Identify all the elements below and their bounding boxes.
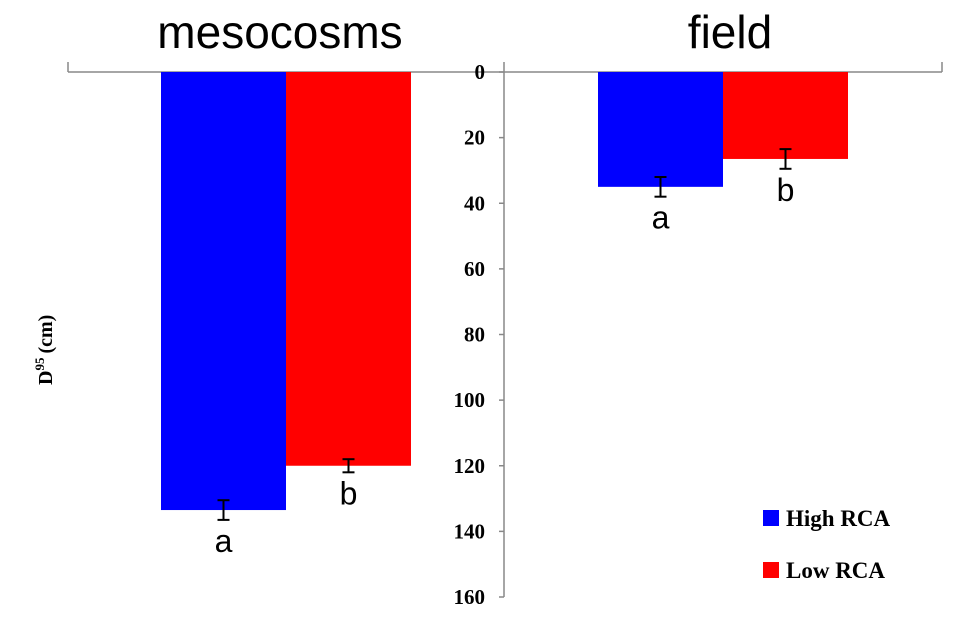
bar-high-rca xyxy=(598,72,723,187)
y-tick-label: 40 xyxy=(464,191,485,215)
y-tick-label: 20 xyxy=(464,126,485,150)
y-tick-label: 160 xyxy=(454,585,486,609)
significance-letter: a xyxy=(652,200,670,236)
y-tick-label: 100 xyxy=(454,388,486,412)
legend-swatch xyxy=(763,510,779,526)
significance-letter: b xyxy=(340,475,358,511)
y-tick-label: 120 xyxy=(454,454,486,478)
bar-low-rca xyxy=(723,72,848,159)
bar-high-rca xyxy=(161,72,286,511)
error-bar xyxy=(779,148,792,170)
error-bar xyxy=(217,499,230,521)
legend-swatch xyxy=(763,562,779,578)
panel-title: mesocosms xyxy=(157,6,402,58)
y-axis-label: D95(cm) xyxy=(32,315,57,385)
significance-letter: b xyxy=(777,172,795,208)
y-tick-label: 140 xyxy=(454,519,486,543)
y-tick-label: 80 xyxy=(464,323,485,347)
legend-label: Low RCA xyxy=(786,558,885,583)
panel-title: field xyxy=(688,6,772,58)
error-bar xyxy=(342,458,355,474)
y-tick-label: 60 xyxy=(464,257,485,281)
bar-low-rca xyxy=(286,72,411,466)
legend-label: High RCA xyxy=(786,506,891,531)
y-tick-label: 0 xyxy=(475,60,486,84)
error-bar xyxy=(654,176,667,198)
significance-letter: a xyxy=(215,523,233,559)
